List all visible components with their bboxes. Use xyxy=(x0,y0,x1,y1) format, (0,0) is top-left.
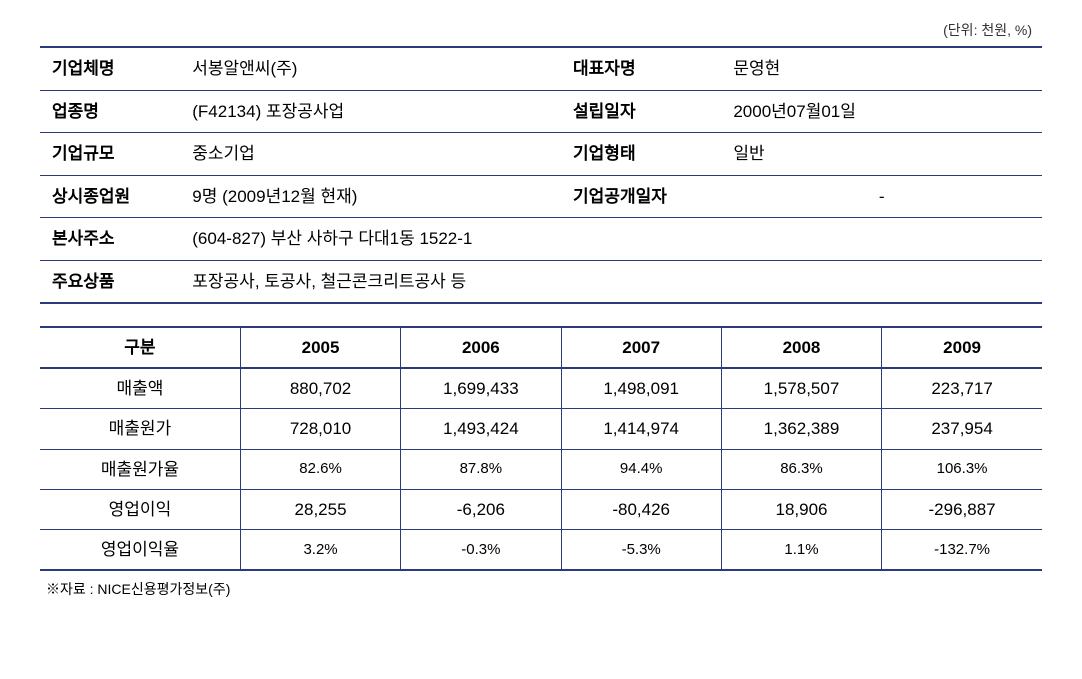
fin-cell: 86.3% xyxy=(721,449,881,489)
fin-header-year-1: 2006 xyxy=(401,327,561,368)
unit-note: (단위: 천원, %) xyxy=(40,20,1042,40)
fin-row-revenue: 매출액 880,702 1,699,433 1,498,091 1,578,50… xyxy=(40,368,1042,409)
info-row-company: 기업체명 서봉알앤씨(주) 대표자명 문영현 xyxy=(40,47,1042,90)
fin-label-cogs: 매출원가 xyxy=(40,409,240,449)
company-info-table: 기업체명 서봉알앤씨(주) 대표자명 문영현 업종명 (F42134) 포장공사… xyxy=(40,46,1042,304)
fin-cell: 82.6% xyxy=(240,449,400,489)
value-address: (604-827) 부산 사하구 다대1동 1522-1 xyxy=(180,218,1042,261)
source-footnote: ※자료 : NICE신용평가정보(주) xyxy=(40,579,1042,599)
fin-cell: 106.3% xyxy=(882,449,1042,489)
fin-cell: 1,699,433 xyxy=(401,368,561,409)
fin-cell: -5.3% xyxy=(561,529,721,570)
info-row-address: 본사주소 (604-827) 부산 사하구 다대1동 1522-1 xyxy=(40,218,1042,261)
value-industry: (F42134) 포장공사업 xyxy=(180,90,561,133)
fin-cell: 1,578,507 xyxy=(721,368,881,409)
financial-table: 구분 2005 2006 2007 2008 2009 매출액 880,702 … xyxy=(40,326,1042,571)
value-ipo: - xyxy=(721,175,1042,218)
fin-row-cogs: 매출원가 728,010 1,493,424 1,414,974 1,362,3… xyxy=(40,409,1042,449)
value-employees: 9명 (2009년12월 현재) xyxy=(180,175,561,218)
label-address: 본사주소 xyxy=(40,218,180,261)
label-ceo: 대표자명 xyxy=(561,47,721,90)
fin-cell: -6,206 xyxy=(401,489,561,529)
label-size: 기업규모 xyxy=(40,133,180,176)
fin-row-op-profit: 영업이익 28,255 -6,206 -80,426 18,906 -296,8… xyxy=(40,489,1042,529)
fin-cell: 728,010 xyxy=(240,409,400,449)
fin-label-op-margin: 영업이익율 xyxy=(40,529,240,570)
label-company: 기업체명 xyxy=(40,47,180,90)
fin-cell: 87.8% xyxy=(401,449,561,489)
fin-cell: 1,414,974 xyxy=(561,409,721,449)
fin-label-op-profit: 영업이익 xyxy=(40,489,240,529)
fin-cell: 1,493,424 xyxy=(401,409,561,449)
fin-header-year-0: 2005 xyxy=(240,327,400,368)
fin-header-year-2: 2007 xyxy=(561,327,721,368)
fin-cell: -132.7% xyxy=(882,529,1042,570)
fin-cell: 3.2% xyxy=(240,529,400,570)
info-row-size: 기업규모 중소기업 기업형태 일반 xyxy=(40,133,1042,176)
fin-cell: 223,717 xyxy=(882,368,1042,409)
info-row-products: 주요상품 포장공사, 토공사, 철근콘크리트공사 등 xyxy=(40,260,1042,303)
fin-cell: 1,362,389 xyxy=(721,409,881,449)
value-products: 포장공사, 토공사, 철근콘크리트공사 등 xyxy=(180,260,1042,303)
label-products: 주요상품 xyxy=(40,260,180,303)
fin-row-cogs-ratio: 매출원가율 82.6% 87.8% 94.4% 86.3% 106.3% xyxy=(40,449,1042,489)
fin-header-year-3: 2008 xyxy=(721,327,881,368)
label-founded: 설립일자 xyxy=(561,90,721,133)
fin-cell: 28,255 xyxy=(240,489,400,529)
value-ceo: 문영현 xyxy=(721,47,1042,90)
fin-header-year-4: 2009 xyxy=(882,327,1042,368)
value-founded: 2000년07월01일 xyxy=(721,90,1042,133)
info-row-industry: 업종명 (F42134) 포장공사업 설립일자 2000년07월01일 xyxy=(40,90,1042,133)
fin-cell: -80,426 xyxy=(561,489,721,529)
value-company: 서봉알앤씨(주) xyxy=(180,47,561,90)
fin-row-op-margin: 영업이익율 3.2% -0.3% -5.3% 1.1% -132.7% xyxy=(40,529,1042,570)
info-row-employees: 상시종업원 9명 (2009년12월 현재) 기업공개일자 - xyxy=(40,175,1042,218)
label-type: 기업형태 xyxy=(561,133,721,176)
value-size: 중소기업 xyxy=(180,133,561,176)
fin-cell: 880,702 xyxy=(240,368,400,409)
fin-cell: 1,498,091 xyxy=(561,368,721,409)
fin-label-cogs-ratio: 매출원가율 xyxy=(40,449,240,489)
fin-cell: 237,954 xyxy=(882,409,1042,449)
fin-cell: -0.3% xyxy=(401,529,561,570)
label-employees: 상시종업원 xyxy=(40,175,180,218)
fin-label-revenue: 매출액 xyxy=(40,368,240,409)
fin-cell: 1.1% xyxy=(721,529,881,570)
fin-header-category: 구분 xyxy=(40,327,240,368)
label-ipo: 기업공개일자 xyxy=(561,175,721,218)
fin-cell: 18,906 xyxy=(721,489,881,529)
value-type: 일반 xyxy=(721,133,1042,176)
label-industry: 업종명 xyxy=(40,90,180,133)
fin-header-row: 구분 2005 2006 2007 2008 2009 xyxy=(40,327,1042,368)
fin-cell: -296,887 xyxy=(882,489,1042,529)
fin-cell: 94.4% xyxy=(561,449,721,489)
